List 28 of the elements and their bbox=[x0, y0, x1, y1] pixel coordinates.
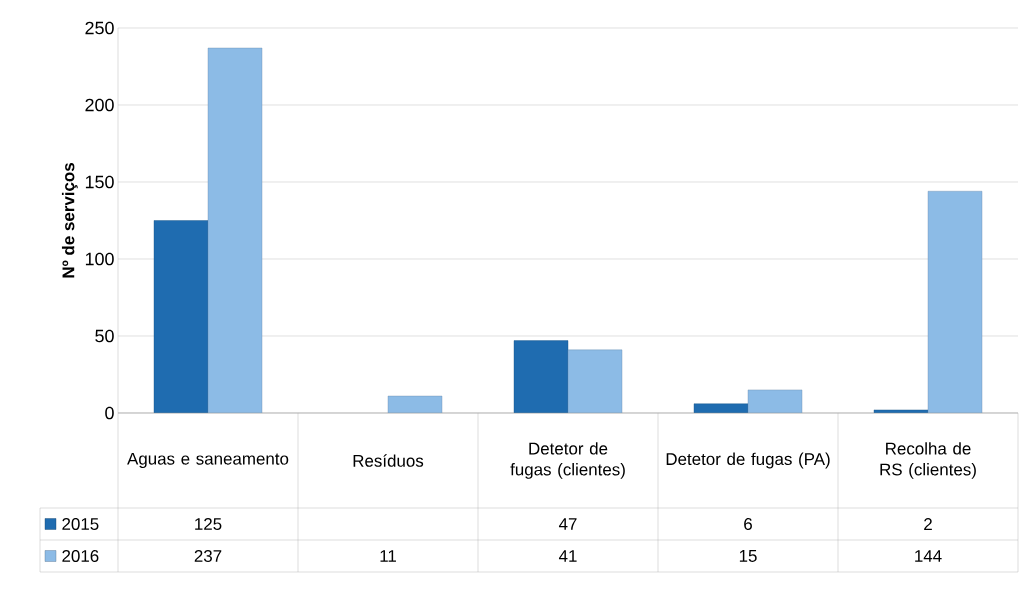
data-label: 11 bbox=[380, 550, 396, 562]
bar bbox=[153, 220, 209, 413]
bar bbox=[513, 340, 569, 413]
y-tick-label: 0 bbox=[105, 406, 114, 420]
data-label: 125 bbox=[195, 518, 222, 530]
data-label: 237 bbox=[194, 550, 222, 562]
legend-label: 2015 bbox=[62, 518, 99, 530]
bar bbox=[207, 47, 263, 413]
y-tick-label: 250 bbox=[85, 21, 114, 35]
y-tick-label: 150 bbox=[85, 175, 114, 189]
y-tick-label: 100 bbox=[85, 252, 114, 266]
x-tick-label: Recolha de RS (clientes) bbox=[880, 442, 976, 479]
y-tick-label: 50 bbox=[95, 329, 114, 343]
x-tick-label: Detetor de fugas (PA) bbox=[666, 452, 830, 469]
data-label: 47 bbox=[558, 518, 577, 530]
data-label: 15 bbox=[739, 550, 757, 562]
y-tick-label: 200 bbox=[85, 98, 114, 112]
data-label: 6 bbox=[744, 518, 752, 530]
data-label: 2 bbox=[924, 518, 932, 530]
data-label: 144 bbox=[915, 550, 942, 562]
bar bbox=[927, 191, 983, 413]
bar bbox=[567, 349, 623, 413]
x-tick-label: Detetor de fugas (clientes) bbox=[510, 442, 625, 479]
x-tick-label: Aguas e saneamento bbox=[127, 452, 289, 469]
x-tick-label: Resíduos bbox=[353, 454, 424, 467]
data-label: 41 bbox=[558, 550, 577, 562]
legend-label: 2016 bbox=[62, 550, 99, 562]
y-axis-title: Nº de serviços bbox=[61, 163, 78, 278]
